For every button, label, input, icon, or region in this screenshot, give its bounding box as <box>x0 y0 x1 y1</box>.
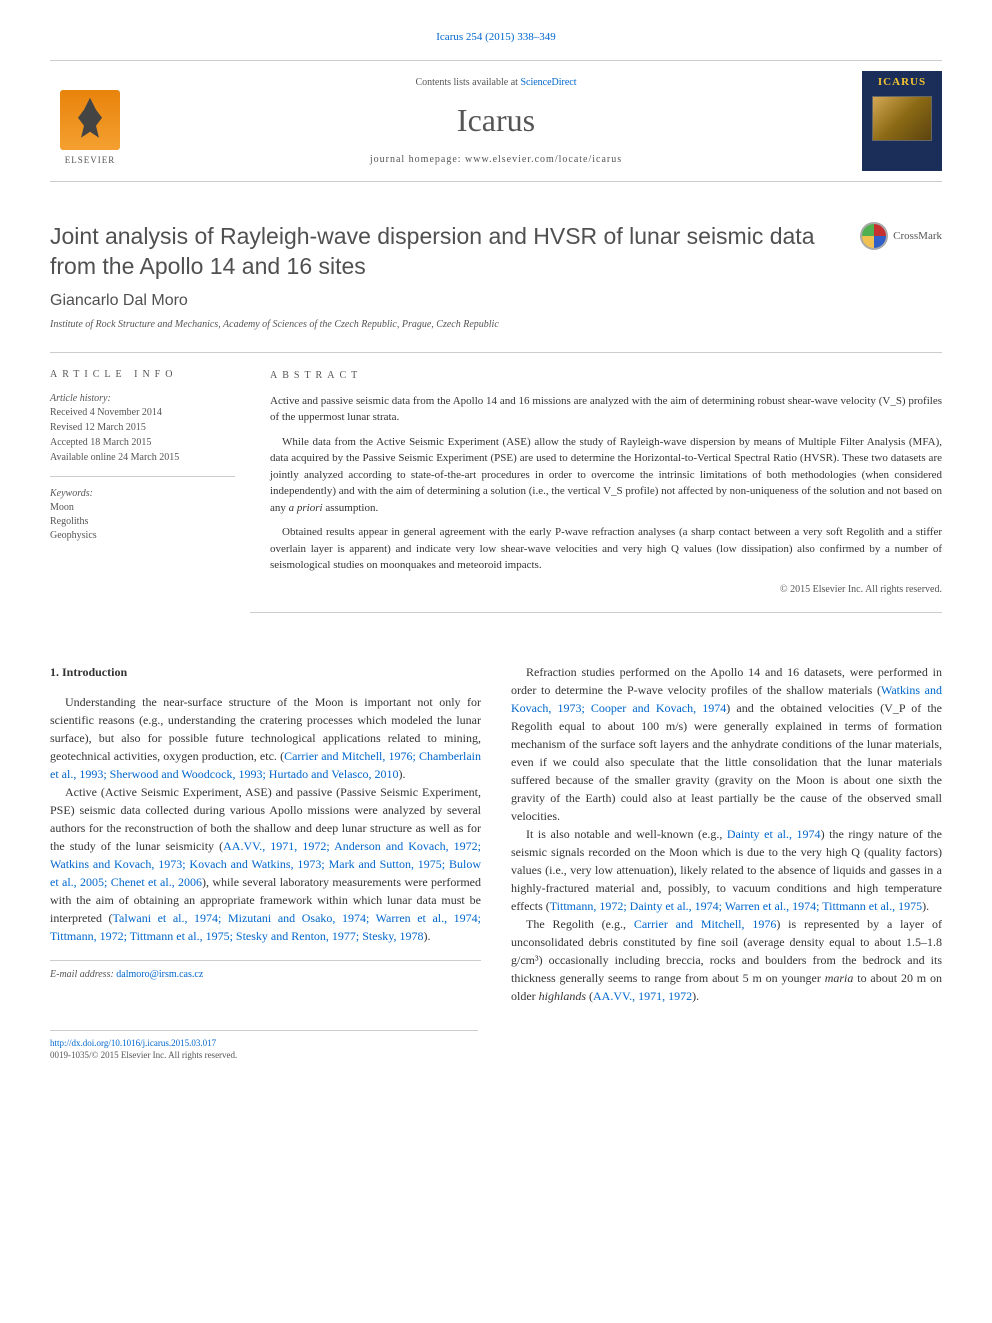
article-info: ARTICLE INFO Article history: Received 4… <box>50 353 250 613</box>
intro-p5-refs[interactable]: Carrier and Mitchell, 1976 <box>634 917 777 931</box>
history-label: Article history: <box>50 392 235 406</box>
intro-p5: The Regolith (e.g., Carrier and Mitchell… <box>511 915 942 1005</box>
abstract-p3: Obtained results appear in general agree… <box>270 524 942 574</box>
journal-name: Icarus <box>130 98 862 143</box>
history-block: Article history: Received 4 November 201… <box>50 392 235 477</box>
history-received: Received 4 November 2014 <box>50 406 235 420</box>
masthead: ELSEVIER Contents lists available at Sci… <box>50 60 942 182</box>
sciencedirect-link[interactable]: ScienceDirect <box>520 77 576 88</box>
contents-prefix: Contents lists available at <box>415 77 520 88</box>
abstract-p2c: assumption. <box>323 502 379 514</box>
crossmark-badge[interactable]: CrossMark <box>860 222 942 250</box>
email-label: E-mail address: <box>50 969 116 980</box>
header-citation: Icarus 254 (2015) 338–349 <box>50 30 942 45</box>
intro-p3b: ) and the obtained velocities (V_P of th… <box>511 701 942 823</box>
body-columns: 1. Introduction Understanding the near-s… <box>50 663 942 1005</box>
history-revised: Revised 12 March 2015 <box>50 421 235 435</box>
masthead-center: Contents lists available at ScienceDirec… <box>130 76 862 167</box>
footer-block: http://dx.doi.org/10.1016/j.icarus.2015.… <box>50 1030 478 1062</box>
title-block: Joint analysis of Rayleigh-wave dispersi… <box>50 222 942 282</box>
homepage-prefix: journal homepage: <box>370 154 465 165</box>
author-email-link[interactable]: dalmoro@irsm.cas.cz <box>116 969 203 980</box>
intro-p5a: The Regolith (e.g., <box>526 917 634 931</box>
issn-copyright: 0019-1035/© 2015 Elsevier Inc. All right… <box>50 1049 478 1062</box>
intro-p4: It is also notable and well-known (e.g.,… <box>511 825 942 915</box>
email-block: E-mail address: dalmoro@irsm.cas.cz <box>50 960 481 982</box>
intro-p2c: ). <box>423 929 430 943</box>
info-abstract-row: ARTICLE INFO Article history: Received 4… <box>50 352 942 613</box>
history-online: Available online 24 March 2015 <box>50 451 235 465</box>
column-left: 1. Introduction Understanding the near-s… <box>50 663 481 1005</box>
crossmark-label: CrossMark <box>893 229 942 244</box>
article-title: Joint analysis of Rayleigh-wave dispersi… <box>50 222 860 282</box>
intro-p4c: ). <box>922 899 929 913</box>
abstract: ABSTRACT Active and passive seismic data… <box>250 353 942 613</box>
intro-p4-refs[interactable]: Dainty et al., 1974 <box>727 827 821 841</box>
intro-p3a: Refraction studies performed on the Apol… <box>511 665 942 697</box>
publisher-name: ELSEVIER <box>65 154 116 167</box>
intro-p5-maria: maria <box>825 971 854 985</box>
intro-p4-refs2[interactable]: Tittmann, 1972; Dainty et al., 1974; War… <box>550 899 922 913</box>
intro-p5d: ( <box>586 989 593 1003</box>
keywords-label: Keywords: <box>50 487 235 501</box>
abstract-label: ABSTRACT <box>270 368 942 383</box>
journal-cover: ICARUS <box>862 71 942 171</box>
intro-p5-highlands: highlands <box>539 989 586 1003</box>
intro-p1b: ). <box>399 767 406 781</box>
column-right: Refraction studies performed on the Apol… <box>511 663 942 1005</box>
intro-p1: Understanding the near-surface structure… <box>50 693 481 783</box>
homepage-url: www.elsevier.com/locate/icarus <box>465 154 622 165</box>
homepage-line: journal homepage: www.elsevier.com/locat… <box>130 153 862 167</box>
intro-p2: Active (Active Seismic Experiment, ASE) … <box>50 783 481 945</box>
doi-link[interactable]: http://dx.doi.org/10.1016/j.icarus.2015.… <box>50 1037 478 1050</box>
contents-line: Contents lists available at ScienceDirec… <box>130 76 862 90</box>
keyword-regoliths: Regoliths <box>50 515 235 529</box>
intro-p5e: ). <box>692 989 699 1003</box>
intro-p2-refs2[interactable]: Talwani et al., 1974; Mizutani and Osako… <box>50 911 481 943</box>
cover-title: ICARUS <box>866 75 938 90</box>
intro-p5-refs2[interactable]: AA.VV., 1971, 1972 <box>593 989 692 1003</box>
author-name: Giancarlo Dal Moro <box>50 290 942 312</box>
article-info-label: ARTICLE INFO <box>50 368 235 382</box>
abstract-copyright: © 2015 Elsevier Inc. All rights reserved… <box>270 582 942 597</box>
author-affiliation: Institute of Rock Structure and Mechanic… <box>50 318 942 332</box>
publisher-logo-block: ELSEVIER <box>50 76 130 166</box>
intro-p4a: It is also notable and well-known (e.g., <box>526 827 727 841</box>
elsevier-tree-icon <box>60 90 120 150</box>
intro-p3: Refraction studies performed on the Apol… <box>511 663 942 825</box>
abstract-p2-apriori: a priori <box>289 502 323 514</box>
cover-image-icon <box>872 96 932 141</box>
crossmark-icon <box>860 222 888 250</box>
history-accepted: Accepted 18 March 2015 <box>50 436 235 450</box>
abstract-p1: Active and passive seismic data from the… <box>270 393 942 426</box>
keyword-moon: Moon <box>50 501 235 515</box>
keyword-geophysics: Geophysics <box>50 529 235 543</box>
abstract-p2: While data from the Active Seismic Exper… <box>270 434 942 517</box>
section-heading-1: 1. Introduction <box>50 663 481 681</box>
